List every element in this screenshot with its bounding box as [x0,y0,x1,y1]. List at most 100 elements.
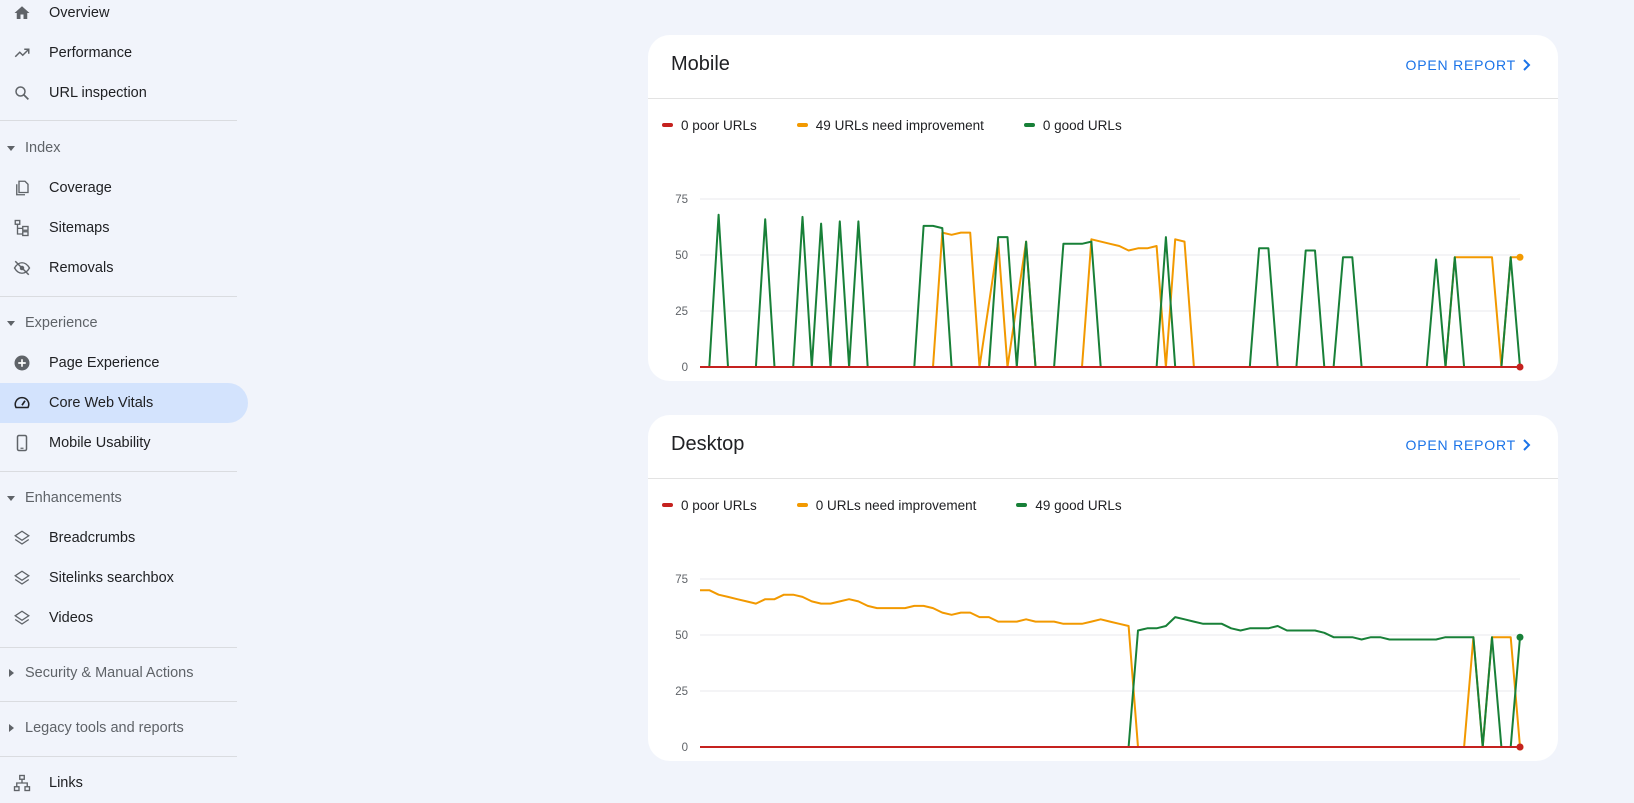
sidebar-item-sitelinks-searchbox[interactable]: Sitelinks searchbox [0,558,248,598]
eye-off-icon [13,259,31,277]
sidebar-item-coverage[interactable]: Coverage [0,168,248,208]
sidebar-item-label: Sitemaps [49,220,110,236]
search-icon [13,84,31,102]
sidebar-item-videos[interactable]: Videos [0,598,248,638]
y-tick-label: 75 [675,194,688,206]
y-tick-label: 0 [682,362,688,374]
y-tick-label: 75 [675,574,688,586]
sidebar-item-mobile-usability[interactable]: Mobile Usability [0,423,248,463]
plus-circle-icon [13,354,31,372]
series-endpoint-needs_improvement [1516,253,1524,261]
sidebar-item-label: Removals [49,260,114,276]
sidebar-divider [0,471,237,472]
sidebar-divider [0,756,237,757]
sidebar-item-links[interactable]: Links [0,763,248,803]
desktop-card: Desktop OPEN REPORT 0 poor URLs 0 URLs n… [648,415,1558,773]
chevron-right-icon [1522,59,1532,71]
legend-item-good[interactable]: 0 good URLs [1023,117,1122,133]
sidebar-divider [0,647,237,648]
legend-item-good[interactable]: 49 good URLs [1016,497,1122,513]
series-endpoint-poor [1516,363,1524,371]
open-report-button[interactable]: OPEN REPORT [1406,57,1532,73]
caret-down-icon [6,318,16,328]
legend-swatch [1016,503,1028,507]
legend-item-poor[interactable]: 0 poor URLs [662,118,757,133]
legend-item-needs-improvement[interactable]: 49 URLs need improvement [796,118,984,133]
sidebar-item-overview[interactable]: Overview [0,0,248,33]
sidebar-item-label: Page Experience [49,355,160,371]
card-divider [648,478,1558,479]
chart-legend: 0 poor URLs 49 URLs need improvement 0 g… [662,115,1162,135]
legend-swatch [662,123,673,127]
open-report-label: OPEN REPORT [1405,57,1516,73]
section-legacy-tools[interactable]: Legacy tools and reports [0,710,236,746]
desktop-chart-svg: 02550755/19/225/30/226/10/226/21/227/2/2… [675,574,1539,773]
open-report-label: OPEN REPORT [1405,437,1516,453]
sidebar-divider [0,120,237,121]
mobile-card: Mobile OPEN REPORT 0 poor URLs 49 URLs n… [648,35,1558,393]
sidebar-divider [0,701,237,702]
caret-down-icon [6,493,16,503]
sidebar-item-label: Coverage [49,180,112,196]
y-tick-label: 50 [675,250,688,262]
sitemap-icon [13,219,31,237]
series-endpoint-poor [1516,743,1524,751]
caret-right-icon [6,668,16,678]
section-index[interactable]: Index [0,130,236,166]
sidebar-item-label: Mobile Usability [49,435,151,451]
desktop-chart: 02550755/19/225/30/226/10/226/21/227/2/2… [648,515,1558,773]
legend-item-needs-improvement[interactable]: 0 URLs need improvement [796,497,977,513]
series-endpoint-good [1516,633,1524,641]
sidebar-item-label: Links [49,775,83,791]
sidebar-item-sitemaps[interactable]: Sitemaps [0,208,248,248]
legend-swatch [796,123,808,127]
layers-icon [13,609,31,627]
section-label: Legacy tools and reports [25,720,184,736]
legend-label: 0 poor URLs [681,497,757,513]
trending-up-icon [13,44,31,62]
section-label: Index [25,140,61,156]
legend-item-poor[interactable]: 0 poor URLs [662,498,757,513]
sidebar-item-label: Sitelinks searchbox [49,570,174,586]
legend-swatch [662,503,673,507]
card-divider [648,98,1558,99]
mobile-chart: 02550755/19/225/30/226/10/226/21/227/2/2… [648,135,1558,393]
card-title: Mobile [671,53,730,75]
open-report-button[interactable]: OPEN REPORT [1406,437,1532,453]
y-tick-label: 25 [675,686,688,698]
layers-icon [13,569,31,587]
sidebar-item-label: Core Web Vitals [49,395,154,411]
y-tick-label: 25 [675,306,688,318]
y-tick-label: 0 [682,742,688,754]
file-copy-icon [13,179,31,197]
sidebar-item-performance[interactable]: Performance [0,33,248,73]
section-security-manual-actions[interactable]: Security & Manual Actions [0,655,236,691]
layers-icon [13,529,31,547]
chevron-right-icon [1522,439,1532,451]
sidebar-item-removals[interactable]: Removals [0,248,248,288]
home-icon [13,4,31,22]
sidebar-item-breadcrumbs[interactable]: Breadcrumbs [0,518,248,558]
mobile-chart-svg: 02550755/19/225/30/226/10/226/21/227/2/2… [675,194,1539,393]
section-label: Enhancements [25,490,122,506]
section-label: Experience [25,315,98,331]
sidebar-divider [0,296,237,297]
series-line-needs_improvement [700,589,1521,748]
sidebar-item-label: Videos [49,610,94,626]
sidebar-item-page-experience[interactable]: Page Experience [0,343,248,383]
sidebar: Overview Performance URL inspection Inde… [0,0,250,802]
y-tick-label: 50 [675,630,688,642]
legend-label: 0 URLs need improvement [815,497,977,513]
sidebar-item-label: URL inspection [49,85,147,101]
sidebar-item-label: Breadcrumbs [49,530,136,546]
section-experience[interactable]: Experience [0,305,236,341]
legend-label: 49 good URLs [1035,497,1122,513]
caret-right-icon [6,723,16,733]
sidebar-item-core-web-vitals[interactable]: Core Web Vitals [0,383,248,423]
sidebar-item-url-inspection[interactable]: URL inspection [0,73,248,113]
legend-swatch [796,503,808,507]
legend-label: 0 good URLs [1042,117,1122,133]
section-enhancements[interactable]: Enhancements [0,480,236,516]
speedometer-icon [13,394,31,412]
sidebar-item-label: Performance [49,45,133,61]
